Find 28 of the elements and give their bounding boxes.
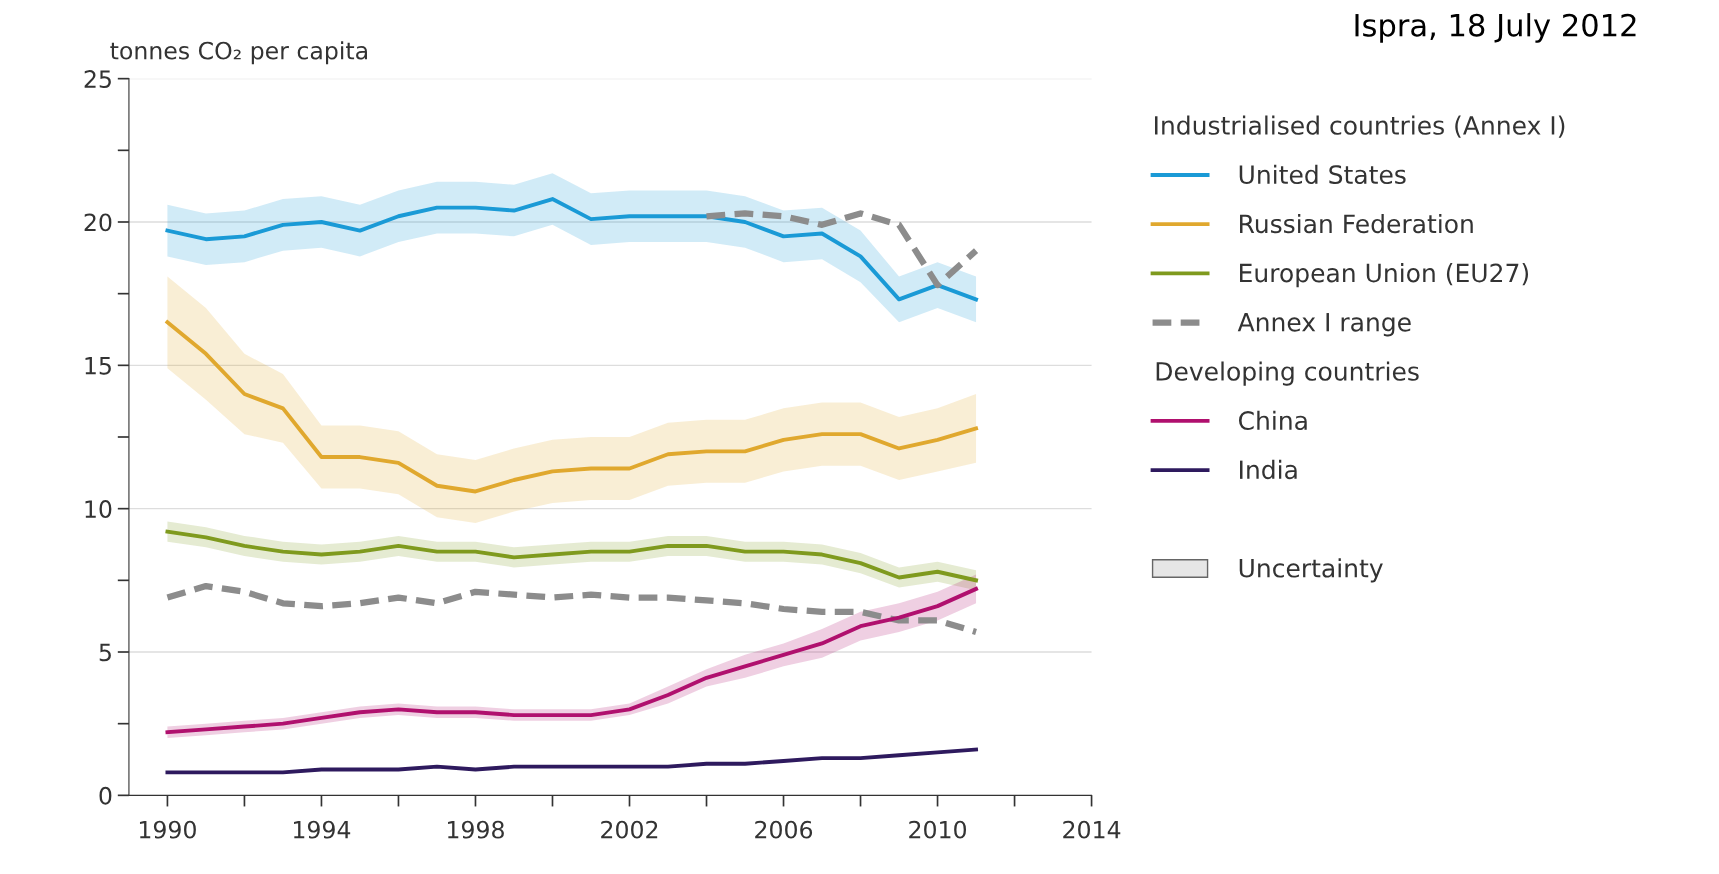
y-axis-title: tonnes CO₂ per capita bbox=[110, 41, 367, 65]
x-tick-label: 2002 bbox=[601, 820, 658, 839]
y-tick-label: 5 bbox=[99, 643, 111, 662]
y-tick-label: 20 bbox=[84, 213, 112, 232]
legend-label: Russian Federation bbox=[1240, 213, 1473, 234]
x-tick-label: 2006 bbox=[755, 820, 813, 839]
line-series bbox=[165, 747, 978, 775]
y-tick-label: 15 bbox=[85, 357, 111, 375]
legend-label: India bbox=[1240, 459, 1297, 480]
x-tick-label: 2010 bbox=[909, 820, 967, 839]
x-tick-label: 2014 bbox=[1063, 820, 1121, 839]
text: Ispra, 18 July 2012 bbox=[1355, 13, 1636, 43]
x-tick-label: 1994 bbox=[294, 820, 351, 839]
line-series bbox=[165, 529, 978, 583]
y-tick-label: 10 bbox=[85, 500, 112, 518]
text: Uncertainty bbox=[1239, 558, 1383, 583]
legend-label: European Union (EU27) bbox=[1240, 263, 1529, 288]
text: Developing countries bbox=[1156, 361, 1419, 386]
x-tick-label: 1998 bbox=[448, 820, 504, 839]
legend-label: China bbox=[1238, 410, 1307, 431]
x-tick-label: 1990 bbox=[139, 820, 196, 839]
legend-label: United States bbox=[1239, 164, 1406, 185]
line-series bbox=[165, 320, 978, 494]
legend-label: Annex I range bbox=[1237, 313, 1411, 337]
line-series bbox=[165, 197, 978, 302]
y-tick-label: 0 bbox=[99, 786, 112, 805]
y-tick-label: 25 bbox=[84, 70, 111, 88]
legend-title: Industrialised countries (Annex I) bbox=[1155, 115, 1565, 138]
